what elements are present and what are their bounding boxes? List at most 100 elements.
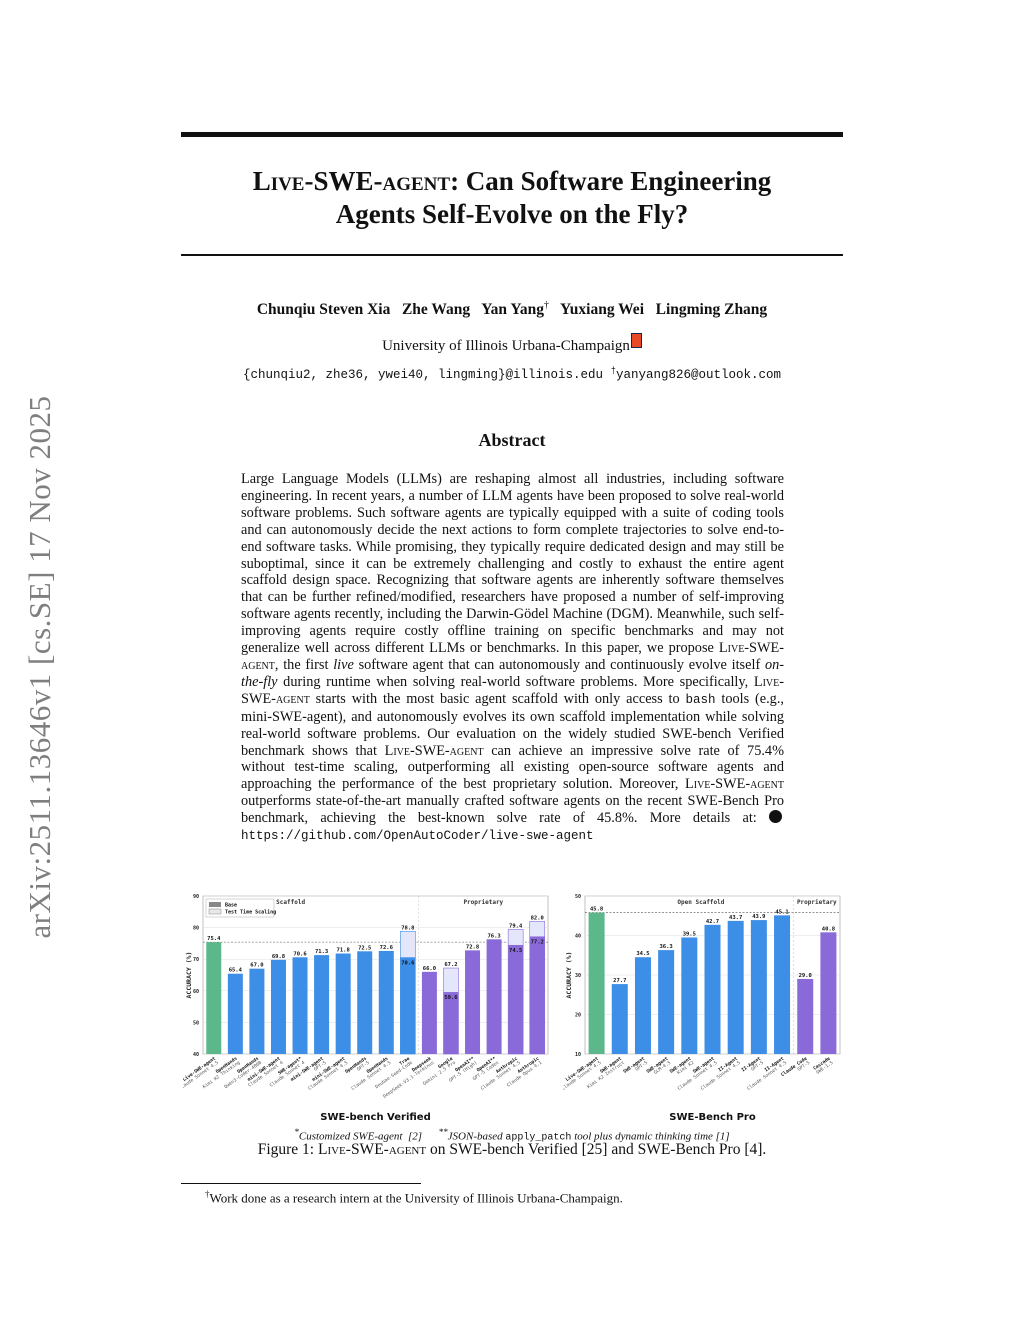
bar-base <box>400 957 416 1054</box>
legend-label-base: Base <box>225 903 237 909</box>
bar-base <box>704 924 721 1054</box>
figure-caption: Figure 1: Live-SWE-agent on SWE-bench Ve… <box>257 1141 767 1158</box>
chart-swe-bench-pro: 10 20 30 40 50 ACCURACY (%) Open Scaffold Propr… <box>561 886 845 1126</box>
bar-base <box>486 939 502 1054</box>
y-axis-label: ACCURACY (%) <box>565 952 573 999</box>
bar-base <box>206 942 222 1054</box>
bar-base <box>335 953 351 1054</box>
bar-base <box>292 957 308 1054</box>
x-tick-label: SWE-agentGPT-5 <box>622 1056 649 1079</box>
bar-base <box>820 932 837 1054</box>
y-tick-label: 50 <box>193 1020 199 1026</box>
bar-value-label: 36.3 <box>660 944 673 950</box>
bar-value-label: 45.8 <box>590 907 603 913</box>
bar-value-label: 29.0 <box>799 973 812 979</box>
y-axis-label: ACCURACY (%) <box>185 952 193 999</box>
affiliation: University of Illinois Urbana-Champaign <box>181 333 843 355</box>
title-system-name: Live-SWE-agent <box>252 166 451 196</box>
bar-value-label: 39.5 <box>683 931 696 937</box>
bar-tts-label: 78.8 <box>401 925 414 931</box>
title-line1-rest: : Can Software Engineering <box>450 166 772 196</box>
bar-value-label: 59.6 <box>444 995 458 1001</box>
bar-value-label: 69.8 <box>272 954 285 960</box>
bar-tts-label: 82.0 <box>531 915 544 921</box>
bar-base <box>681 937 698 1054</box>
bar-base <box>508 944 524 1054</box>
bar-base <box>634 957 651 1054</box>
bar-base <box>421 971 437 1054</box>
bar-base <box>249 968 265 1054</box>
author-emails: {chunqiu2, zhe36, ywei40, lingming}@illi… <box>242 366 781 383</box>
author-list: Chunqiu Steven Xia Zhe Wang Yan Yang† Yu… <box>256 300 768 319</box>
chart-pro-svg: 10 20 30 40 50 ACCURACY (%) Open Scaffold Propr… <box>561 894 841 1123</box>
x-tick-label: OpenHandsClaude Sonnet 4.5 <box>347 1056 392 1092</box>
github-icon <box>769 810 782 824</box>
arxiv-sidebar: arXiv:2511.13646v1 [cs.SE] 17 Nov 2025 <box>22 395 57 939</box>
bar-value-label: 71.8 <box>337 948 350 954</box>
bar-base <box>443 992 459 1054</box>
chart-title: SWE-Bench Pro <box>669 1112 756 1123</box>
bar-value-label: 72.6 <box>380 945 394 951</box>
bar-value-label: 43.7 <box>729 915 742 921</box>
y-tick-label: 60 <box>193 989 199 995</box>
bar-base <box>727 920 744 1054</box>
bar-base <box>378 950 394 1054</box>
y-tick-label: 70 <box>193 957 199 963</box>
y-tick-label: 10 <box>575 1052 581 1058</box>
bar-value-label: 43.9 <box>752 914 765 920</box>
x-tick-label: II-AgentGPT-5 <box>740 1056 765 1078</box>
y-tick-label: 50 <box>575 894 581 900</box>
bar-value-label: 75.4 <box>207 936 221 942</box>
x-tick-label: CascadeSWE-1.5 <box>812 1056 834 1076</box>
repo-link[interactable]: https://github.com/OpenAutoCoder/live-sw… <box>241 829 594 844</box>
y-tick-label: 20 <box>575 1013 581 1019</box>
bar-value-label: 72.8 <box>466 944 479 950</box>
bar-value-label: 67.0 <box>250 963 263 969</box>
bar-base <box>774 915 791 1054</box>
group-label-proprietary: Proprietary <box>463 899 503 906</box>
group-label-open: Open Scaffold <box>677 899 724 906</box>
bar-value-label: 77.2 <box>531 939 544 945</box>
illinois-logo-icon <box>630 333 642 348</box>
bar-value-label: 70.6 <box>293 951 307 957</box>
bar-base <box>465 950 481 1054</box>
legend-box <box>205 898 275 918</box>
legend-label-tts: Test Time Scaling <box>225 910 276 916</box>
chart-title: SWE-bench Verified <box>320 1112 431 1123</box>
bar-base <box>227 973 243 1054</box>
bar-base <box>314 955 330 1054</box>
bar-base <box>270 959 286 1054</box>
x-tick-label: Claude CodeGPT-5 <box>780 1056 811 1083</box>
y-tick-label: 40 <box>193 1052 199 1058</box>
figure-notes: *Customized SWE-agent [2] **JSON-based a… <box>294 1127 730 1144</box>
abstract-body: Large Language Models (LLMs) are reshapi… <box>241 471 785 844</box>
legend-swatch-tts <box>208 908 222 915</box>
group-label-open: Open Scaffold <box>258 899 305 906</box>
bar-value-label: 34.5 <box>636 951 649 957</box>
bar-value-label: 70.6 <box>401 960 415 966</box>
paper-title: Live-SWE-agent: Can Software Engineering… <box>181 165 843 231</box>
bar-value-label: 72.5 <box>358 945 371 951</box>
title-bottom-rule <box>181 254 843 256</box>
y-tick-label: 40 <box>575 934 581 940</box>
bar-value-label: 76.3 <box>487 933 500 939</box>
bar-value-label: 45.1 <box>775 909 789 915</box>
title-line2: Agents Self-Evolve on the Fly? <box>335 199 689 229</box>
footnote: †Work done as a research intern at the U… <box>205 1189 623 1206</box>
legend-swatch-base <box>209 902 221 907</box>
bar-base <box>611 984 628 1054</box>
y-tick-label: 80 <box>193 926 199 932</box>
bar-value-label: 71.3 <box>315 949 328 955</box>
chart-swe-bench-verified: 40 50 60 70 80 90 ACCURACY (%) Open Scaffold Pro… <box>178 886 553 1126</box>
x-tick-label: SWE-agentGLM-4.5 <box>645 1056 672 1079</box>
bar-base <box>357 951 373 1054</box>
x-tick-label: SWE-agentKimi K2 <box>669 1056 696 1079</box>
bar-value-label: 27.7 <box>613 978 626 984</box>
bar-tts-label: 79.4 <box>509 923 523 929</box>
group-label-proprietary: Proprietary <box>797 899 837 906</box>
y-tick-label: 30 <box>575 973 581 979</box>
bar-base <box>797 978 814 1054</box>
bar-value-label: 40.8 <box>822 926 835 932</box>
bar-value-label: 66.0 <box>423 966 436 972</box>
bar-value-label: 42.7 <box>706 919 719 925</box>
